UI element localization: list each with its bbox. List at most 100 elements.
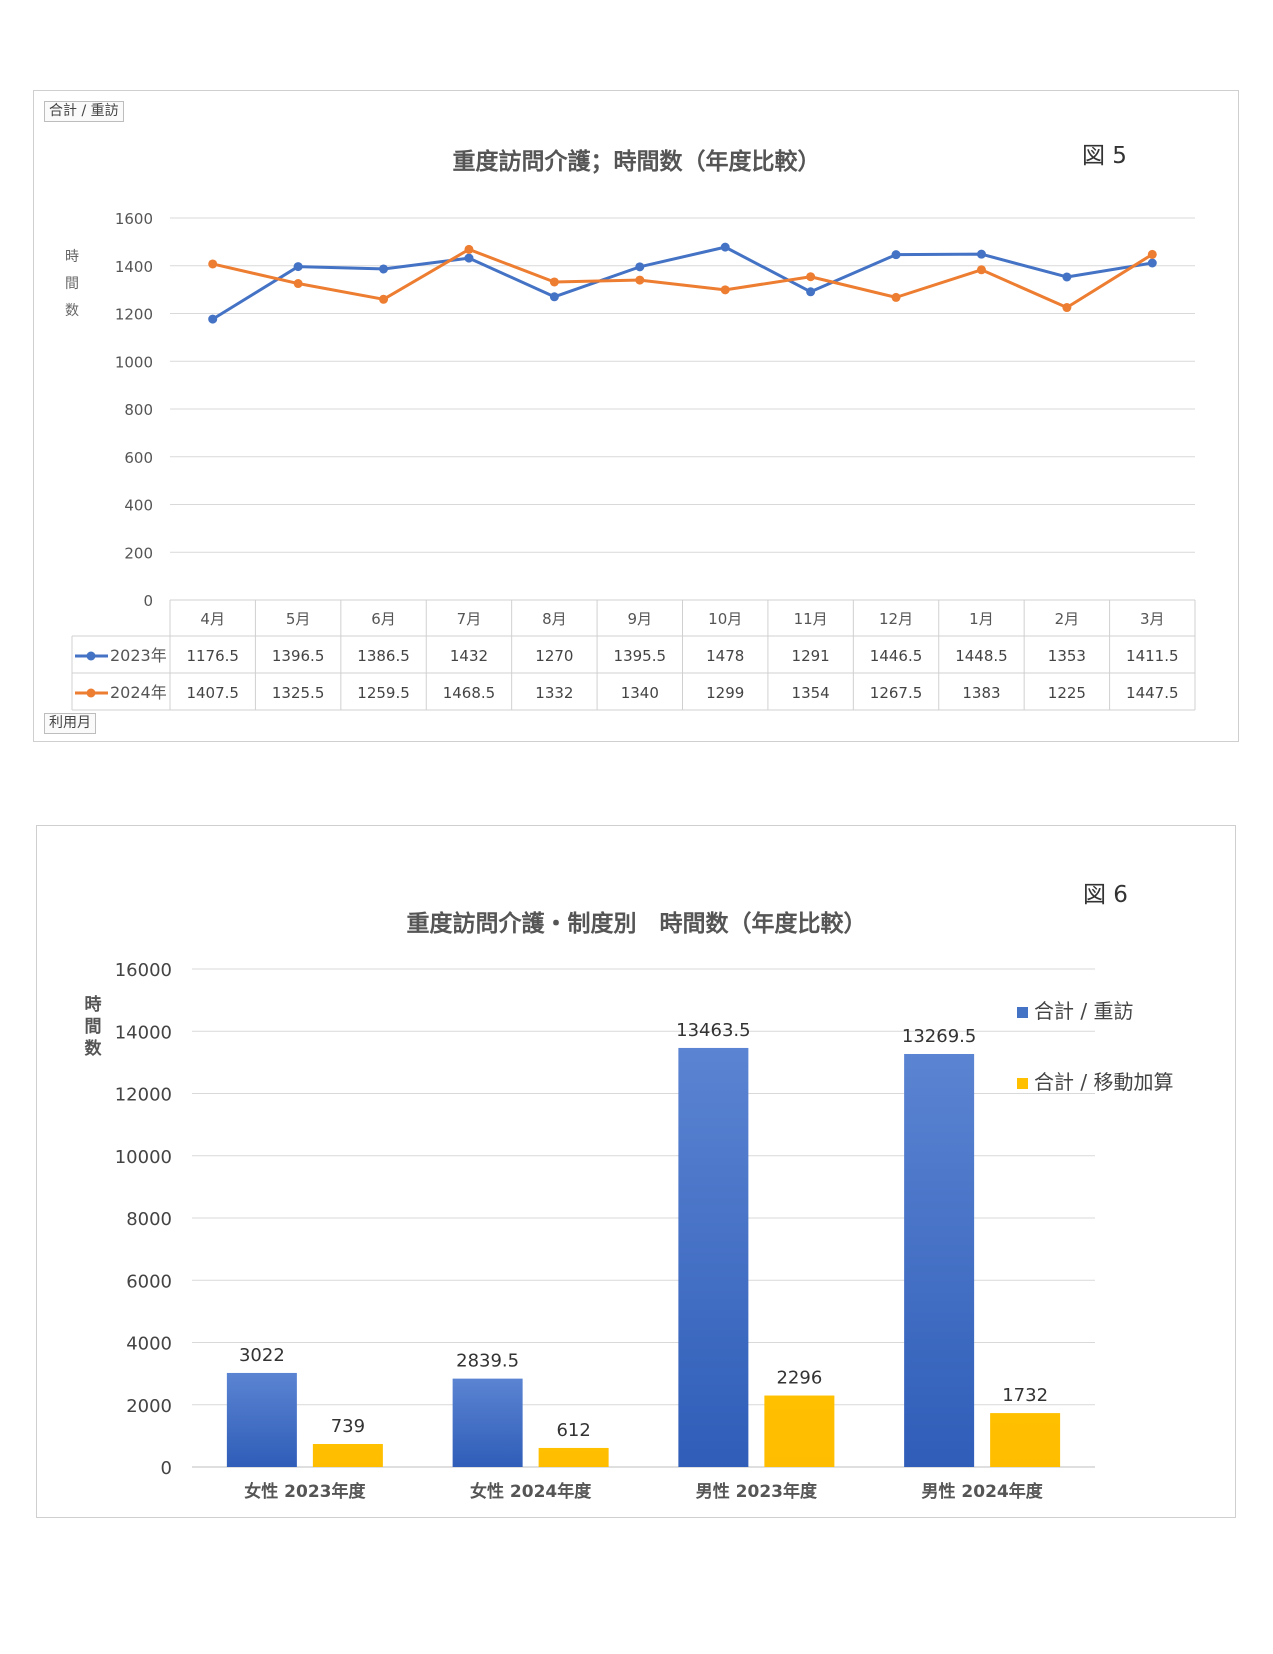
data-label: 2839.5 <box>456 1351 519 1372</box>
data-point <box>635 262 645 272</box>
y-tick-label: 800 <box>124 401 153 419</box>
data-point <box>208 259 218 269</box>
series-line <box>212 247 1154 310</box>
x-tick-label: 3月 <box>1140 610 1165 628</box>
legend-swatch <box>1017 1007 1028 1018</box>
table-cell-value: 1432 <box>450 647 488 665</box>
data-label: 2296 <box>776 1368 822 1389</box>
data-point <box>976 265 986 275</box>
data-label: 612 <box>556 1420 590 1441</box>
figure-label: 図 5 <box>1082 143 1127 169</box>
y-tick-label: 600 <box>124 449 153 467</box>
data-point <box>976 249 986 259</box>
x-tick-label: 女性 2023年度 <box>244 1481 366 1502</box>
legend-label: 合計 / 重訪 <box>1034 999 1134 1023</box>
y-axis-label-char: 間 <box>84 1017 102 1037</box>
data-label: 13463.5 <box>676 1020 750 1041</box>
legend-label: 合計 / 移動加算 <box>1034 1070 1174 1094</box>
x-tick-label: 9月 <box>628 610 653 628</box>
pivot-axis-button[interactable]: 利用月 <box>44 713 96 734</box>
x-tick-label: 12月 <box>879 610 913 628</box>
table-cell-value: 1267.5 <box>870 684 923 702</box>
table-cell-value: 1299 <box>706 684 744 702</box>
chart-title: 重度訪問介護；時間数（年度比較） <box>452 149 821 175</box>
data-label: 13269.5 <box>902 1026 976 1047</box>
chart-title: 重度訪問介護・制度別 時間数（年度比較） <box>406 911 867 937</box>
y-axis-label-char: 数 <box>65 303 79 319</box>
y-axis-label-char: 間 <box>65 276 79 292</box>
table-cell-value: 1396.5 <box>272 647 325 665</box>
pivot-filter-button[interactable]: 合計 / 重訪 <box>44 101 124 122</box>
table-cell-value: 1353 <box>1048 647 1086 665</box>
table-cell-value: 1270 <box>535 647 573 665</box>
data-point <box>1062 303 1072 313</box>
x-tick-label: 女性 2024年度 <box>470 1481 592 1502</box>
bar <box>226 1372 297 1467</box>
bar <box>990 1413 1061 1467</box>
x-tick-label: 6月 <box>371 610 396 628</box>
legend-marker <box>86 651 96 661</box>
y-axis-label-char: 時 <box>65 249 79 265</box>
table-cell-value: 1259.5 <box>357 684 410 702</box>
data-point <box>891 292 901 302</box>
series-line <box>211 245 1153 321</box>
data-label: 1732 <box>1002 1385 1048 1406</box>
table-cell-value: 1468.5 <box>443 684 496 702</box>
y-tick-label: 0 <box>161 1458 172 1479</box>
table-cell-value: 1448.5 <box>955 647 1008 665</box>
figure-label: 図 6 <box>1083 882 1128 908</box>
table-cell-value: 1325.5 <box>272 684 325 702</box>
x-tick-label: 8月 <box>542 610 567 628</box>
data-point <box>549 277 559 287</box>
table-cell-value: 1478 <box>706 647 744 665</box>
bar <box>312 1443 383 1467</box>
x-tick-label: 1月 <box>969 610 994 628</box>
data-point <box>1062 272 1072 282</box>
bar <box>538 1447 609 1467</box>
x-tick-label: 11月 <box>794 610 828 628</box>
y-tick-label: 10000 <box>115 1147 172 1168</box>
data-point <box>208 314 218 324</box>
data-point <box>379 264 389 274</box>
y-tick-label: 8000 <box>126 1209 172 1230</box>
y-tick-label: 14000 <box>115 1022 172 1043</box>
legend-label: 2023年 <box>110 646 167 665</box>
data-point <box>720 285 730 295</box>
table-cell-value: 1447.5 <box>1126 684 1179 702</box>
x-tick-label: 5月 <box>286 610 311 628</box>
y-tick-label: 6000 <box>126 1271 172 1292</box>
data-point <box>464 253 474 263</box>
bar <box>764 1395 835 1467</box>
data-point <box>293 279 303 289</box>
table-cell-value: 1332 <box>535 684 573 702</box>
table-cell-value: 1291 <box>792 647 830 665</box>
table-cell-value: 1354 <box>792 684 830 702</box>
y-tick-label: 1400 <box>115 258 153 276</box>
y-tick-label: 1600 <box>115 210 153 228</box>
table-cell-value: 1176.5 <box>186 647 239 665</box>
x-tick-label: 2月 <box>1055 610 1080 628</box>
bar <box>452 1378 523 1467</box>
bar <box>678 1047 749 1467</box>
legend-label: 2024年 <box>110 683 167 702</box>
y-tick-label: 0 <box>143 592 153 610</box>
y-axis-label-char: 数 <box>84 1039 102 1059</box>
y-tick-label: 2000 <box>126 1396 172 1417</box>
y-tick-label: 400 <box>124 497 153 515</box>
y-tick-label: 200 <box>124 544 153 562</box>
legend-marker <box>86 688 96 698</box>
legend-item: 合計 / 移動加算 <box>1017 1066 1173 1095</box>
data-point <box>379 294 389 304</box>
y-tick-label: 4000 <box>126 1334 172 1355</box>
data-label: 3022 <box>239 1345 285 1366</box>
y-axis-label-char: 時 <box>84 995 102 1015</box>
data-label: 739 <box>331 1416 365 1437</box>
figure5-frame <box>33 90 1239 742</box>
legend-swatch <box>1017 1078 1028 1089</box>
table-cell-value: 1395.5 <box>614 647 667 665</box>
table-cell-value: 1446.5 <box>870 647 923 665</box>
data-point <box>720 242 730 252</box>
data-point <box>293 262 303 272</box>
data-point <box>806 272 816 282</box>
